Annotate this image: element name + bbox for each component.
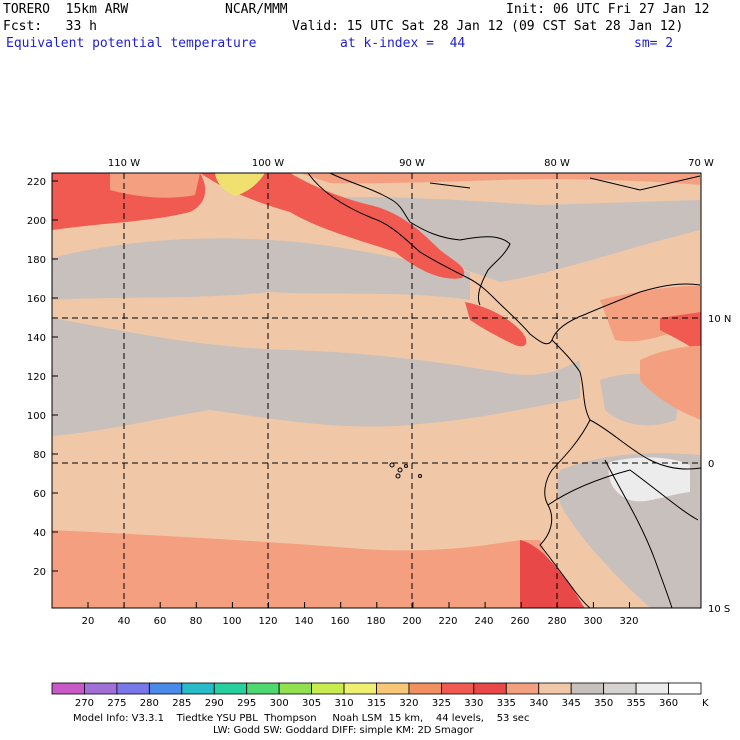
colorbar-swatch xyxy=(408,682,442,695)
field-name: Equivalent potential temperature xyxy=(6,36,257,51)
lon-label-90w: 90 W xyxy=(399,158,425,169)
colorbar-label: 270 xyxy=(75,698,94,709)
x-tick-label: 320 xyxy=(619,616,638,627)
valid-time: Valid: 15 UTC Sat 28 Jan 12 (09 CST Sat … xyxy=(292,19,684,34)
colorbar-swatch xyxy=(181,682,215,695)
colorbar-label: 340 xyxy=(529,698,548,709)
colorbar-label: 310 xyxy=(335,698,354,709)
footer-physics-info: LW: Godd SW: Goddard DIFF: simple KM: 2D… xyxy=(213,725,474,736)
y-tick-label: 60 xyxy=(33,489,46,500)
colorbar-swatch xyxy=(148,682,183,695)
y-tick-label: 100 xyxy=(27,411,46,422)
colorbar-swatch xyxy=(505,682,540,695)
y-tick-label: 220 xyxy=(27,177,46,188)
colorbar-label: 300 xyxy=(270,698,289,709)
footer-model-info: Model Info: V3.3.1 Tiedtke YSU PBL Thomp… xyxy=(73,713,530,724)
colorbar-label: 295 xyxy=(237,698,256,709)
y-tick-label: 180 xyxy=(27,255,46,266)
colorbar-swatch xyxy=(440,682,475,695)
organization: NCAR/MMM xyxy=(225,2,288,17)
colorbar-swatch xyxy=(51,682,85,695)
colorbar-swatch xyxy=(311,682,345,695)
lon-label-80w: 80 W xyxy=(544,158,570,169)
x-tick-label: 40 xyxy=(118,616,131,627)
lon-label-110w: 110 W xyxy=(108,158,140,169)
lat-label-0: 0 xyxy=(708,459,714,470)
colorbar-swatch xyxy=(635,682,669,695)
colorbar-label: 355 xyxy=(627,698,646,709)
x-tick-label: 260 xyxy=(510,616,529,627)
colorbar-unit: K xyxy=(702,698,709,709)
x-tick-label: 20 xyxy=(82,616,95,627)
colorbar-label: 290 xyxy=(205,698,224,709)
x-tick-label: 80 xyxy=(190,616,203,627)
colorbar-swatch xyxy=(116,682,150,695)
colorbar-label: 325 xyxy=(432,698,451,709)
y-tick-label: 120 xyxy=(27,372,46,383)
lon-label-70w: 70 W xyxy=(688,158,714,169)
colorbar-label: 280 xyxy=(140,698,159,709)
colorbar-swatch xyxy=(538,682,572,695)
x-tick-label: 240 xyxy=(474,616,493,627)
colorbar-swatch xyxy=(376,682,410,695)
x-tick-label: 60 xyxy=(154,616,167,627)
y-tick-label: 20 xyxy=(33,567,46,578)
colorbar-swatch xyxy=(473,682,507,695)
colorbar-labels: 270 275 280 285 290 295 300 305 310 315 320 325 330 3… xyxy=(75,698,678,709)
x-tick-label: 220 xyxy=(438,616,457,627)
x-tick-labels: 20 40 60 80 100 120 140 160 180 200 220 … xyxy=(82,616,639,627)
lon-label-100w: 100 W xyxy=(252,158,284,169)
colorbar xyxy=(51,682,702,695)
theta-e-field xyxy=(52,173,701,608)
axis-ticks xyxy=(52,180,630,608)
colorbar-swatch xyxy=(84,682,118,695)
level-label: at k-index = 44 xyxy=(340,36,466,51)
x-tick-label: 140 xyxy=(294,616,313,627)
lat-label-10n: 10 N xyxy=(708,314,731,325)
y-tick-label: 160 xyxy=(27,294,46,305)
lat-lon-grid xyxy=(52,173,701,608)
colorbar-label: 350 xyxy=(594,698,613,709)
colorbar-label: 335 xyxy=(497,698,516,709)
colorbar-label: 360 xyxy=(659,698,678,709)
model-name: TORERO 15km ARW xyxy=(3,2,129,17)
colorbar-label: 275 xyxy=(107,698,126,709)
colorbar-swatch xyxy=(278,682,312,695)
colorbar-swatch xyxy=(603,682,637,695)
colorbar-label: 315 xyxy=(367,698,386,709)
lat-label-10s: 10 S xyxy=(708,604,730,615)
forecast-hour: Fcst: 33 h xyxy=(3,19,97,34)
x-tick-label: 120 xyxy=(258,616,277,627)
x-tick-label: 100 xyxy=(222,616,241,627)
colorbar-swatch xyxy=(343,682,377,695)
colorbar-swatch xyxy=(246,682,280,695)
y-tick-label: 200 xyxy=(27,216,46,227)
country-borders xyxy=(307,172,702,609)
colorbar-label: 285 xyxy=(172,698,191,709)
colorbar-swatch xyxy=(570,682,605,695)
right-latitude-labels: 10 N 0 10 S xyxy=(708,314,731,615)
colorbar-swatch xyxy=(668,682,702,695)
smoothing-label: sm= 2 xyxy=(634,36,674,51)
y-tick-label: 140 xyxy=(27,333,46,344)
colorbar-label: 320 xyxy=(399,698,418,709)
y-tick-label: 40 xyxy=(33,528,46,539)
colorbar-label: 305 xyxy=(302,698,321,709)
x-tick-label: 160 xyxy=(330,616,349,627)
colorbar-label: 330 xyxy=(464,698,483,709)
colorbar-swatch xyxy=(213,682,248,695)
init-time: Init: 06 UTC Fri 27 Jan 12 xyxy=(506,2,710,17)
y-tick-label: 80 xyxy=(33,450,46,461)
x-tick-label: 180 xyxy=(366,616,385,627)
y-tick-labels: 220 200 180 160 140 120 100 80 60 40 20 xyxy=(27,177,46,578)
x-tick-label: 280 xyxy=(547,616,566,627)
top-longitude-labels: 110 W 100 W 90 W 80 W 70 W xyxy=(108,158,714,169)
x-tick-label: 200 xyxy=(402,616,421,627)
x-tick-label: 300 xyxy=(583,616,602,627)
colorbar-label: 345 xyxy=(562,698,581,709)
